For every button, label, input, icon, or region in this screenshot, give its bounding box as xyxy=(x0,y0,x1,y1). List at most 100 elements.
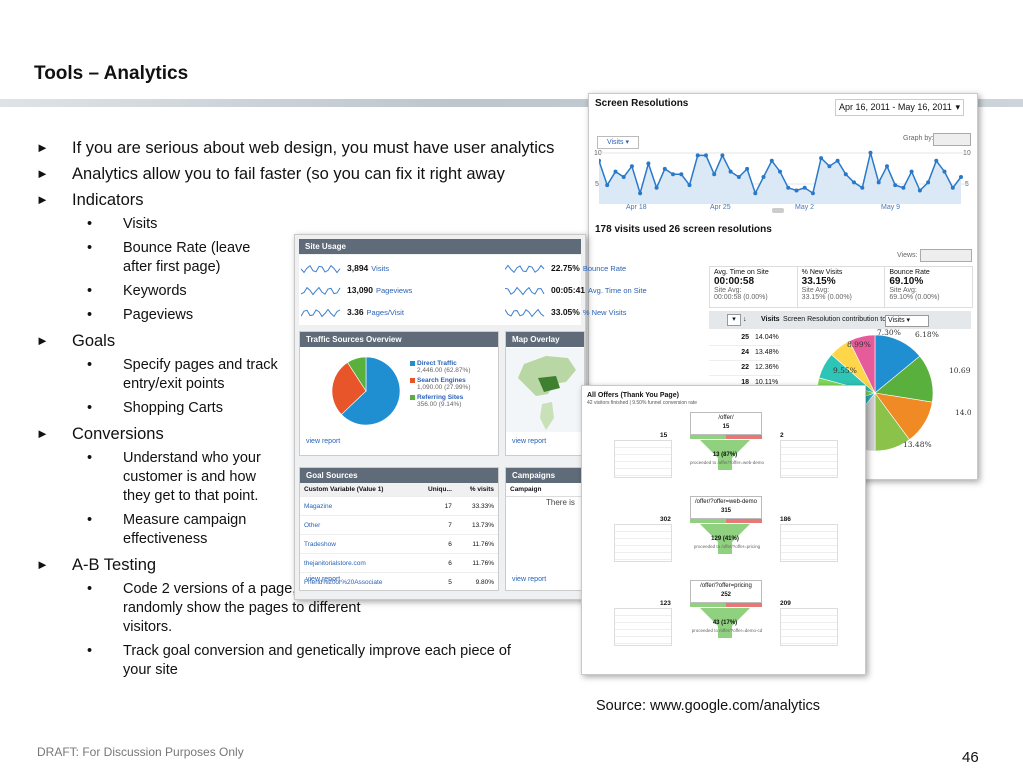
sparkline-icon xyxy=(300,308,341,318)
funnel-arrow xyxy=(700,608,750,638)
sparkline-icon xyxy=(504,264,545,274)
line-point xyxy=(704,153,708,158)
stat-label[interactable]: Pages/Visit xyxy=(366,308,404,317)
contrib-select[interactable]: Visits ▾ xyxy=(885,315,929,327)
campaign-col-header: Campaign xyxy=(506,483,584,497)
drag-handle[interactable] xyxy=(772,208,784,213)
line-point xyxy=(621,175,626,179)
metric-sub: Site Avg: xyxy=(801,287,830,294)
stat-value: 33.05% xyxy=(551,307,580,317)
funnel-exit-count: 186 xyxy=(780,516,791,523)
funnel-proceed-text: proceeded to /offer/?offer=web-demo xyxy=(689,460,764,465)
view-report-link[interactable]: view report xyxy=(306,438,341,445)
x-label: May 2 xyxy=(795,204,815,211)
visits-line-chart xyxy=(599,150,969,204)
funnel-exit-count: 2 xyxy=(780,432,784,439)
goal-table-cell[interactable]: Magazine xyxy=(304,502,333,510)
site-usage-stat: 3.36 Pages/Visit xyxy=(300,307,404,318)
goal-table-row: Friend%20or%20Associate 5 9.80% xyxy=(300,572,498,592)
row-visits: 25 xyxy=(741,334,749,341)
funnel-exit-count: 209 xyxy=(780,600,791,607)
row-visits: 22 xyxy=(741,364,749,371)
bullet-list: ► If you are serious about web design, yo… xyxy=(36,137,556,685)
line-point xyxy=(769,158,774,163)
row-visits: 24 xyxy=(741,349,749,356)
line-point xyxy=(909,169,914,174)
stat-label[interactable]: Pageviews xyxy=(376,286,413,295)
row-pct: 10.11% xyxy=(755,379,779,386)
arrow-bullet-icon: ► xyxy=(36,192,49,207)
pie-label: 14.04% xyxy=(955,408,971,417)
line-point xyxy=(917,188,922,193)
campaign-empty-text: There is xyxy=(546,498,575,507)
site-usage-stat: 3,894 Visits xyxy=(300,263,390,274)
chevron-down-icon: ▾ xyxy=(955,102,960,112)
pie-label: 10.69% xyxy=(949,366,971,375)
sub-bullet-item: • Measure campaign effectiveness xyxy=(36,511,556,549)
view-report-link[interactable]: view report xyxy=(512,576,547,583)
visits-tab[interactable]: Visits ▾ xyxy=(597,136,639,149)
sort-arrow-icon[interactable]: ↓ xyxy=(743,316,747,323)
line-point xyxy=(761,175,766,179)
views-label: Views: xyxy=(897,252,918,259)
sub-bullet-item: • Pageviews xyxy=(36,306,556,325)
funnel-entry-count: 123 xyxy=(660,600,671,607)
row-visits: 18 xyxy=(741,379,749,386)
visits-col-header: Visits xyxy=(761,316,780,323)
stat-label[interactable]: Avg. Time on Site xyxy=(588,286,647,295)
pie-label: 13.48% xyxy=(903,440,932,449)
sub-bullet-text: Track goal conversion and genetically im… xyxy=(123,643,511,678)
funnel-proceed-text: proceeded to /offer/?offer=demo-cd xyxy=(691,628,763,633)
traffic-pie-slice xyxy=(331,362,367,415)
site-usage-stat: 22.75% Bounce Rate xyxy=(504,263,627,274)
resolution-summary: 178 visits used 26 screen resolutions xyxy=(595,224,772,235)
funnel-page-path: /offer/ xyxy=(718,415,734,421)
sub-bullet-item: • Bounce Rate (leave after first page) xyxy=(36,239,556,277)
map-overlay-title: Map Overlay xyxy=(506,332,584,347)
goal-table-cell[interactable]: Other xyxy=(304,521,321,529)
funnel-page-count: 15 xyxy=(722,424,730,430)
goal-table-cell[interactable]: Friend%20or%20Associate xyxy=(304,578,383,586)
line-point xyxy=(959,175,963,179)
site-usage-stat: 33.05%% New Visits xyxy=(504,307,627,318)
graph-by-label: Graph by: xyxy=(903,135,934,142)
line-point xyxy=(728,169,733,174)
funnel-subtitle: 42 visitors finished | 9.50% funnel conv… xyxy=(587,400,697,406)
view-toggle-buttons[interactable] xyxy=(920,249,972,262)
legend-sub: 1,090.00 (27.99%) xyxy=(417,384,471,391)
stat-label[interactable]: % New Visits xyxy=(582,308,627,317)
contrib-label: Screen Resolution contribution to total: xyxy=(783,316,904,323)
line-point xyxy=(629,164,634,169)
site-usage-panel: Site Usage 3,894 Visits 13,090 Pageviews 3.3… xyxy=(294,234,647,600)
row-pct: 13.48% xyxy=(755,349,779,356)
sparkline-path xyxy=(504,286,545,296)
graph-by-buttons[interactable] xyxy=(933,133,971,146)
sub-bullet-item: • Visits xyxy=(36,215,556,234)
view-report-link[interactable]: view report xyxy=(512,438,547,445)
screen-res-title: Screen Resolutions xyxy=(595,98,689,109)
line-point xyxy=(679,172,684,177)
stat-label[interactable]: Bounce Rate xyxy=(582,264,627,273)
metric-label: Avg. Time on Site xyxy=(714,269,769,276)
campaigns-title: Campaigns xyxy=(506,468,584,483)
dot-bullet-icon: • xyxy=(87,216,93,232)
stat-label[interactable]: Visits xyxy=(371,264,390,273)
pie-label: 7.30% xyxy=(877,329,901,337)
line-point xyxy=(942,169,947,174)
line-point xyxy=(802,185,807,190)
line-point xyxy=(671,172,675,177)
legend-swatch xyxy=(410,378,415,383)
footer-draft-note: DRAFT: For Discussion Purposes Only xyxy=(37,745,244,759)
goal-table-cell: 33.33% xyxy=(471,502,494,510)
view-report-link[interactable]: view report xyxy=(306,576,341,583)
arrow-bullet-icon: ► xyxy=(36,166,49,181)
legend-item: Search Engines 1,090.00 (27.99%) xyxy=(410,377,498,391)
sort-dropdown[interactable]: ▾ xyxy=(727,314,741,326)
line-point xyxy=(934,158,939,163)
date-range: Apr 16, 2011 - May 16, 2011 xyxy=(839,102,952,112)
date-range-picker[interactable]: Apr 16, 2011 - May 16, 2011 ▾ xyxy=(835,99,964,116)
goal-table-cell[interactable]: thejanitorialstore.com xyxy=(304,559,366,567)
goal-table-cell[interactable]: Tradeshow xyxy=(304,540,336,548)
site-usage-title: Site Usage xyxy=(299,239,581,254)
world-map xyxy=(506,348,584,432)
